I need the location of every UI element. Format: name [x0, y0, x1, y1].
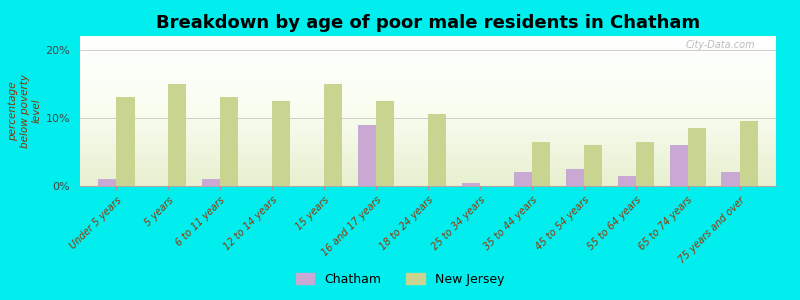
- Bar: [584, 145, 602, 186]
- Bar: [532, 142, 550, 186]
- Bar: [358, 124, 376, 186]
- Y-axis label: percentage
below poverty
level: percentage below poverty level: [8, 74, 42, 148]
- Bar: [220, 98, 238, 186]
- Bar: [324, 84, 342, 186]
- Text: City-Data.com: City-Data.com: [686, 40, 755, 50]
- Bar: [98, 179, 116, 186]
- Bar: [272, 101, 290, 186]
- Bar: [636, 142, 654, 186]
- Bar: [722, 172, 740, 186]
- Bar: [618, 176, 636, 186]
- Bar: [566, 169, 584, 186]
- Legend: Chatham, New Jersey: Chatham, New Jersey: [290, 268, 510, 291]
- Bar: [168, 84, 186, 186]
- Bar: [514, 172, 532, 186]
- Title: Breakdown by age of poor male residents in Chatham: Breakdown by age of poor male residents …: [156, 14, 700, 32]
- Bar: [428, 114, 446, 186]
- Bar: [202, 179, 220, 186]
- Bar: [376, 101, 394, 186]
- Bar: [740, 121, 758, 186]
- Bar: [670, 145, 688, 186]
- Bar: [462, 183, 480, 186]
- Bar: [688, 128, 706, 186]
- Bar: [116, 98, 134, 186]
